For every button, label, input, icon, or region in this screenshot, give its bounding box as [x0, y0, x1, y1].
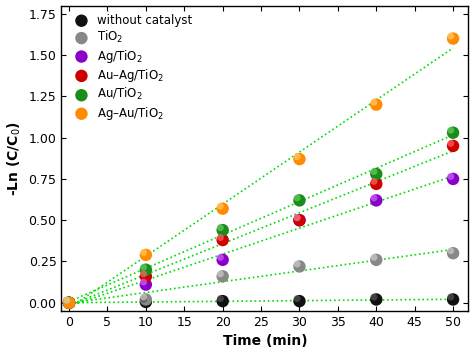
Ag–Au/TiO$_2$ — [449, 36, 457, 41]
Point — [293, 296, 301, 302]
Ag–Au/TiO$_2$ — [65, 300, 73, 306]
Ag–Au/TiO$_2$ — [296, 156, 303, 162]
Ag/TiO$_2$ — [219, 257, 227, 263]
Point — [293, 215, 301, 221]
Au/TiO$_2$ — [219, 227, 227, 233]
Au–Ag/TiO$_2$ — [219, 237, 227, 243]
Ag/TiO$_2$ — [142, 282, 150, 287]
Point — [63, 297, 71, 303]
Ag/TiO$_2$ — [65, 300, 73, 306]
Au/TiO$_2$ — [65, 300, 73, 306]
Point — [63, 297, 71, 303]
Point — [293, 261, 301, 267]
TiO$_2$ — [65, 300, 73, 306]
Ag–Au/TiO$_2$ — [142, 252, 150, 258]
without catalyst — [65, 300, 73, 306]
Ag–Au/TiO$_2$ — [373, 102, 380, 108]
Au/TiO$_2$ — [449, 130, 457, 136]
Point — [217, 235, 224, 240]
Point — [140, 264, 147, 270]
Point — [140, 294, 147, 300]
Au–Ag/TiO$_2$ — [65, 300, 73, 306]
Au–Ag/TiO$_2$ — [142, 274, 150, 279]
Point — [370, 178, 378, 184]
Point — [140, 279, 147, 285]
Point — [370, 195, 378, 201]
X-axis label: Time (min): Time (min) — [223, 335, 307, 348]
Point — [140, 297, 147, 302]
Ag/TiO$_2$ — [296, 217, 303, 223]
Point — [63, 297, 71, 303]
TiO$_2$ — [142, 297, 150, 302]
Point — [447, 127, 455, 133]
without catalyst — [296, 298, 303, 304]
TiO$_2$ — [449, 250, 457, 256]
Au–Ag/TiO$_2$ — [296, 217, 303, 223]
Au/TiO$_2$ — [296, 198, 303, 203]
Point — [63, 297, 71, 303]
Legend: without catalyst, TiO$_2$, Ag/TiO$_2$, Au–Ag/TiO$_2$, Au/TiO$_2$, Ag–Au/TiO$_2$: without catalyst, TiO$_2$, Ag/TiO$_2$, A… — [67, 11, 194, 124]
Point — [217, 225, 224, 230]
Point — [63, 297, 71, 303]
Au/TiO$_2$ — [142, 267, 150, 273]
Ag/TiO$_2$ — [449, 176, 457, 182]
Ag–Au/TiO$_2$ — [219, 206, 227, 211]
Point — [447, 248, 455, 253]
Au/TiO$_2$ — [373, 171, 380, 177]
without catalyst — [449, 297, 457, 302]
Point — [447, 294, 455, 300]
Point — [140, 250, 147, 255]
Point — [447, 141, 455, 146]
Point — [293, 195, 301, 201]
Point — [293, 154, 301, 159]
Y-axis label: -Ln (C/C$_0$): -Ln (C/C$_0$) — [6, 121, 23, 196]
TiO$_2$ — [373, 257, 380, 263]
Au–Ag/TiO$_2$ — [373, 181, 380, 187]
Point — [217, 296, 224, 302]
TiO$_2$ — [219, 274, 227, 279]
Au–Ag/TiO$_2$ — [449, 143, 457, 149]
Point — [370, 169, 378, 174]
Point — [370, 294, 378, 300]
Ag/TiO$_2$ — [373, 198, 380, 203]
Point — [217, 255, 224, 260]
without catalyst — [219, 298, 227, 304]
Point — [63, 297, 71, 303]
Point — [293, 215, 301, 221]
TiO$_2$ — [296, 264, 303, 269]
Point — [217, 271, 224, 277]
Point — [370, 99, 378, 105]
without catalyst — [142, 299, 150, 305]
Point — [217, 203, 224, 209]
Point — [447, 173, 455, 179]
Point — [140, 271, 147, 277]
Point — [447, 33, 455, 39]
without catalyst — [373, 297, 380, 302]
Point — [370, 255, 378, 260]
